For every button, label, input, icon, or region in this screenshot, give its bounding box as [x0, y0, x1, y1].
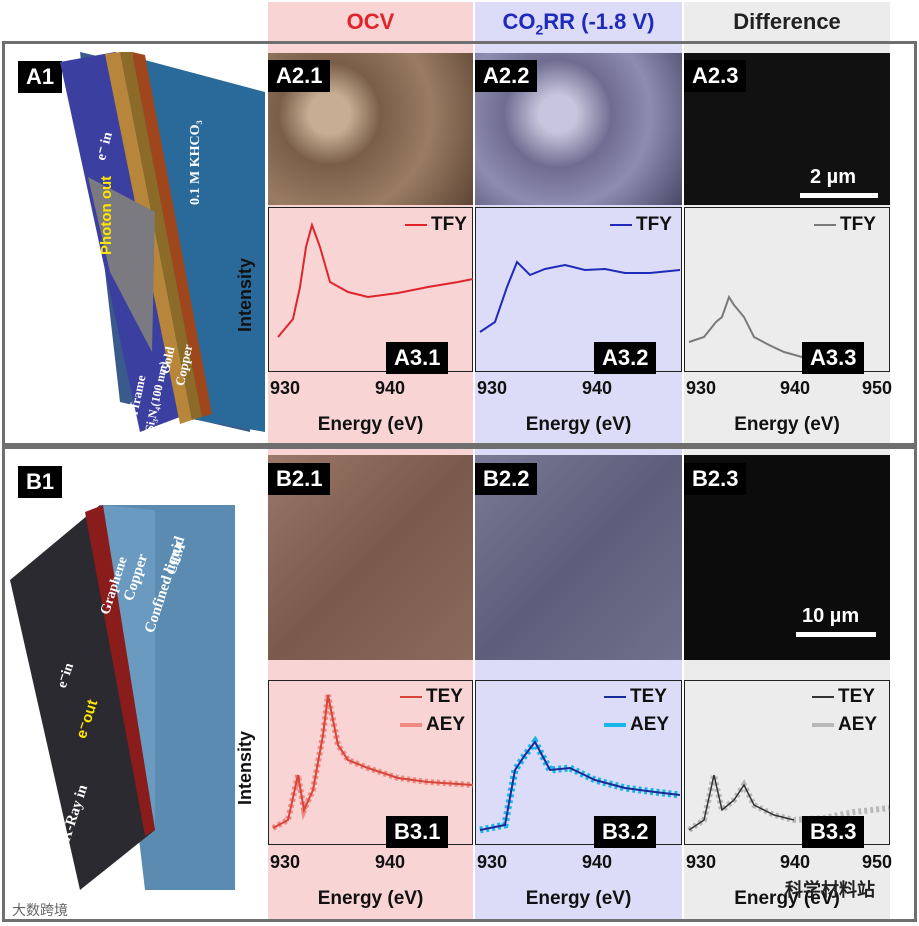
header-ocv: OCV — [346, 9, 395, 34]
a3-3-legend: TFY — [814, 214, 876, 236]
a3-2-tfy-series — [479, 260, 681, 333]
a3-1-tfy-series — [277, 221, 473, 338]
a-tick-930-1: 930 — [270, 378, 301, 398]
a2-3-scale-label: 2 µm — [810, 166, 856, 188]
header-co2rr: CO2RR (-1.8 V) — [502, 9, 655, 38]
a3-2-legend: TFY — [610, 214, 672, 236]
b-tick-930-3: 930 — [686, 852, 717, 872]
a2-3-scale-bar — [800, 193, 878, 198]
b3-1-x-axis-label: Energy (eV) — [317, 888, 424, 909]
b3-2-legend-aey: AEY — [604, 714, 669, 736]
a-tick-940-3: 940 — [780, 378, 811, 398]
b1-schematic — [10, 505, 235, 890]
b3-3-legend-tey: TEY — [812, 686, 875, 708]
a3-1-plot-frame — [268, 207, 473, 372]
a3-3-tag: A3.3 — [802, 342, 865, 374]
b3-2-legend-tey: TEY — [604, 686, 667, 708]
b3-1-plot-frame — [268, 680, 473, 845]
b3-3-tag: B3.3 — [802, 816, 865, 848]
a3-2-plot-frame — [475, 207, 682, 372]
footer-left-watermark: 大数跨境 — [12, 902, 68, 918]
b3-2-tag: B3.2 — [594, 816, 657, 848]
b-tick-930-2: 930 — [477, 852, 508, 872]
b2-3-tag: B2.3 — [684, 463, 747, 495]
a2-2-tag: A2.2 — [475, 60, 538, 92]
a-tick-930-3: 930 — [686, 378, 717, 398]
a-tick-930-2: 930 — [477, 378, 508, 398]
b3-2-series — [479, 735, 681, 834]
a3-1-tag: A3.1 — [386, 342, 449, 374]
panel-b-frame — [2, 446, 917, 922]
b2-3-scale-bar — [796, 632, 876, 637]
b3-3-plot-frame — [684, 680, 890, 845]
b2-1-tag: B2.1 — [268, 463, 331, 495]
b3-y-axis-label: Intensity — [235, 730, 255, 805]
panel-a1-tag: A1 — [18, 61, 63, 93]
a3-1-legend: TFY — [405, 214, 467, 236]
a-tick-950: 950 — [862, 378, 893, 398]
b2-2-tag: B2.2 — [475, 463, 538, 495]
a1-schematic — [60, 52, 265, 432]
b3-1-tag: B3.1 — [386, 816, 449, 848]
b3-3-legend-aey: AEY — [812, 714, 877, 736]
b3-3-x-axis-label: Energy (eV) — [734, 888, 840, 909]
b-tick-940-3: 940 — [780, 852, 811, 872]
a3-2-tag: A3.2 — [594, 342, 657, 374]
a-tick-940-2: 940 — [582, 378, 613, 398]
b2-3-scale-label: 10 µm — [802, 605, 860, 627]
a3-y-axis-label: Intensity — [235, 257, 255, 332]
a1-electrolyte-label: 0.1 M KHCO₃ — [188, 120, 203, 205]
b-tick-930-1: 930 — [270, 852, 301, 872]
a3-3-tfy-series — [688, 294, 803, 358]
a3-1-x-axis-label: Energy (eV) — [317, 414, 424, 435]
b3-2-x-axis-label: Energy (eV) — [525, 888, 632, 909]
a-tick-940-1: 940 — [375, 378, 406, 398]
header-difference: Difference — [733, 9, 841, 34]
b3-1-legend-tey: TEY — [400, 686, 463, 708]
panel-b1-tag: B1 — [18, 466, 63, 498]
a3-3-x-axis-label: Energy (eV) — [734, 414, 840, 435]
b3-1-legend-aey: AEY — [400, 714, 465, 736]
panel-a-frame — [2, 41, 917, 446]
b-tick-950: 950 — [862, 852, 893, 872]
a3-3-plot-frame — [684, 207, 890, 372]
b-tick-940-2: 940 — [582, 852, 613, 872]
b3-2-plot-frame — [475, 680, 682, 845]
b3-1-series — [271, 694, 473, 831]
b-tick-940-1: 940 — [375, 852, 406, 872]
a3-2-x-axis-label: Energy (eV) — [525, 414, 632, 435]
a2-1-tag: A2.1 — [268, 60, 331, 92]
a2-3-tag: A2.3 — [684, 60, 747, 92]
footer-right-watermark: 科学材料站 — [785, 880, 875, 900]
a1-photon-out-label: Photon out — [98, 175, 115, 255]
